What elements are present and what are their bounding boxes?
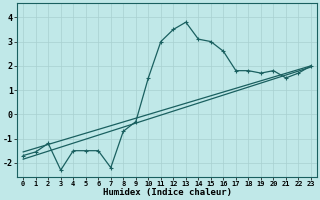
X-axis label: Humidex (Indice chaleur): Humidex (Indice chaleur) [103,188,232,197]
